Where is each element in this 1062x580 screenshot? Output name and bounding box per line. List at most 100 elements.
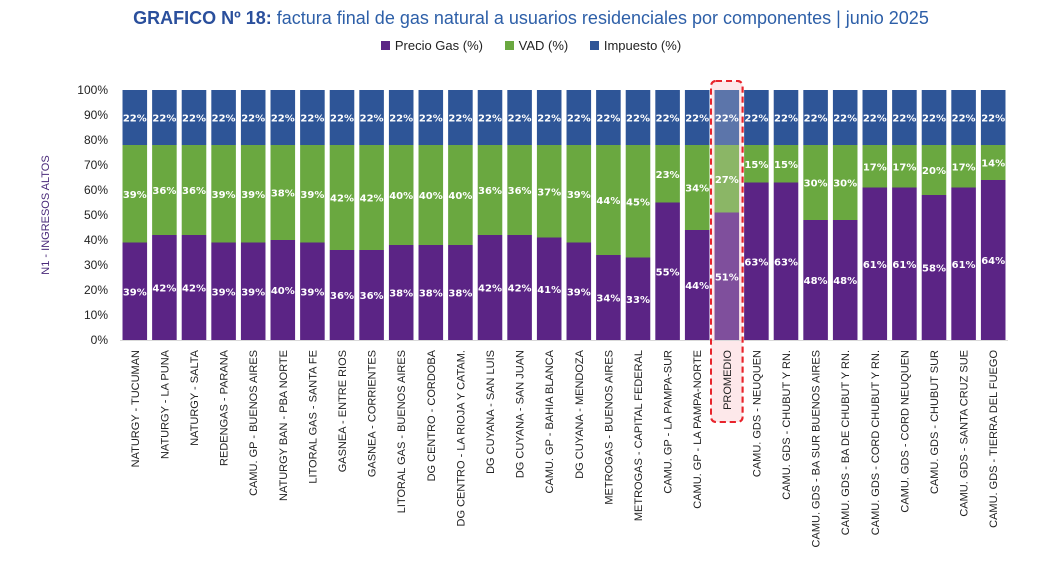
x-tick-label: CAMU. GDS - TIERRA DEL FUEGO [988, 350, 1000, 528]
bar-segment-impuesto-camu-gds-chubut-sur [921, 90, 947, 145]
legend-swatch-impuesto [589, 41, 599, 50]
data-label-vad-metrogas-capital-federal: 45% [626, 197, 650, 208]
bar-segment-precio-gas-camu-gp-la-pampa-norte [684, 230, 710, 340]
bar-segment-impuesto-camu-gp-la-pampa-sur [655, 90, 680, 145]
bar-segment-vad-naturgy-tucuman [122, 145, 148, 243]
bar-segment-precio-gas-dg-centro-la-rioja-y-catam [448, 245, 473, 340]
bar-segment-vad-naturgy-ban-pba-norte [270, 145, 296, 240]
bar-segment-precio-gas-camu-gp-buenos-aires [240, 242, 266, 340]
data-label-impuesto-naturgy-la-puna: 22% [152, 114, 176, 125]
bar-segment-impuesto-dg-cuyana-san-juan [507, 90, 532, 145]
data-label-impuesto-dg-cuyana-mendoza: 22% [567, 114, 591, 125]
y-tick-label: 90% [84, 108, 108, 122]
x-tick-label: CAMU. GP - BAHIA BLANCA [544, 349, 556, 493]
data-label-impuesto-camu-gds-cord-neuquen: 22% [892, 114, 916, 125]
x-tick-label: NATURGY - TUCUMAN [130, 350, 142, 467]
y-tick-label: 80% [84, 133, 108, 147]
data-label-vad-naturgy-la-puna: 36% [152, 186, 176, 197]
data-label-impuesto-litoral-gas-santa-fe: 22% [300, 114, 324, 125]
bar-segment-vad-camu-gp-bahia-blanca [536, 145, 562, 238]
data-label-impuesto-camu-gp-la-pampa-norte: 22% [685, 114, 709, 125]
bar-segment-impuesto-camu-gp-buenos-aires [240, 90, 266, 145]
data-label-precio-gas-naturgy-salta: 42% [182, 284, 206, 295]
x-tick-label: DG CUYANA - MENDOZA [574, 349, 586, 478]
data-label-impuesto-camu-gds-santa-cruz-sue: 22% [952, 114, 976, 125]
data-label-impuesto-litoral-gas-buenos-aires: 22% [389, 114, 413, 125]
bar-segment-impuesto-gasnea-corrientes [359, 90, 384, 145]
bar-segment-precio-gas-camu-gds-cord-chubut-y-rn [862, 187, 888, 340]
data-label-precio-gas-camu-gp-bahia-blanca: 41% [537, 285, 561, 296]
data-label-precio-gas-dg-cuyana-san-juan: 42% [508, 284, 532, 295]
bar-segment-precio-gas-promedio [714, 212, 740, 340]
data-label-impuesto-camu-gds-chubut-y-rn: 22% [774, 114, 798, 125]
data-label-vad-camu-gds-chubut-sur: 20% [922, 166, 946, 177]
data-label-vad-camu-gds-ba-de-chubut-y-rn: 30% [833, 179, 857, 190]
data-label-impuesto-dg-cuyana-san-juan: 22% [508, 114, 532, 125]
y-axis: 0% 10% 20% 30% 40% 50% 60% 70% 80% 90% 100% [77, 83, 1008, 347]
bar-segment-impuesto-dg-centro-cordoba [418, 90, 444, 145]
legend-item-impuesto: Impuesto (%) [589, 38, 681, 53]
data-label-impuesto-metrogas-capital-federal: 22% [626, 114, 650, 125]
data-label-impuesto-naturgy-salta: 22% [182, 114, 206, 125]
data-label-vad-camu-gds-cord-neuquen: 17% [892, 162, 916, 173]
bar-segment-vad-redengas-parana [211, 145, 236, 243]
bar-segment-vad-camu-gds-santa-cruz-sue [951, 145, 976, 188]
data-label-vad-camu-gds-chubut-y-rn: 15% [774, 160, 798, 171]
data-label-impuesto-promedio: 22% [715, 114, 739, 125]
data-label-precio-gas-promedio: 51% [715, 272, 739, 283]
bar-segment-precio-gas-naturgy-ban-pba-norte [270, 240, 296, 340]
bar-segment-impuesto-camu-gds-tierra-del-fuego [980, 90, 1006, 145]
bar-segment-precio-gas-camu-gds-tierra-del-fuego [980, 180, 1006, 340]
data-label-vad-metrogas-buenos-aires: 44% [596, 196, 620, 207]
data-label-precio-gas-naturgy-tucuman: 39% [123, 287, 147, 298]
x-tick-label: CAMU. GP - LA PAMPA-NORTE [692, 350, 704, 509]
x-tick-label: PROMEDIO [722, 350, 734, 410]
data-label-precio-gas-naturgy-la-puna: 42% [152, 284, 176, 295]
legend-item-vad: VAD (%) [504, 38, 568, 53]
x-tick-label: NATURGY - LA PUNA [159, 349, 171, 459]
data-label-impuesto-gasnea-corrientes: 22% [360, 114, 384, 125]
x-tick-label: LITORAL GAS - BUENOS AIRES [396, 350, 408, 513]
bar-segment-vad-camu-gds-tierra-del-fuego [980, 145, 1006, 180]
bar-segment-vad-camu-gds-cord-neuquen [892, 145, 917, 188]
data-label-precio-gas-metrogas-capital-federal: 33% [626, 295, 650, 306]
bar-segment-impuesto-promedio [714, 90, 740, 145]
x-tick-label: DG CENTRO - LA RIOJA Y CATAM. [455, 350, 467, 526]
data-label-vad-camu-gp-la-pampa-sur: 23% [656, 170, 680, 181]
y-tick-label: 50% [84, 208, 108, 222]
bar-segment-vad-camu-gp-la-pampa-sur [655, 145, 680, 203]
x-tick-label: CAMU. GDS - CORD CHUBUT Y RN. [870, 350, 882, 535]
data-label-precio-gas-gasnea-corrientes: 36% [360, 291, 384, 302]
x-tick-label: CAMU. GDS - CHUBUT Y RN. [781, 350, 793, 500]
x-tick-label: CAMU. GDS - CHUBUT SUR [929, 350, 941, 494]
data-label-precio-gas-camu-gds-santa-cruz-sue: 61% [952, 260, 976, 271]
y-axis-title: N1 - INGRESOS ALTOS [40, 155, 52, 274]
bar-segment-impuesto-camu-gds-santa-cruz-sue [951, 90, 976, 145]
data-label-precio-gas-camu-gds-cord-neuquen: 61% [892, 260, 916, 271]
data-label-impuesto-camu-gds-neuquen: 22% [744, 114, 768, 125]
data-label-precio-gas-dg-centro-cordoba: 38% [419, 289, 443, 300]
bar-segment-impuesto-naturgy-salta [181, 90, 207, 145]
legend-item-precio-gas: Precio Gas (%) [380, 38, 483, 53]
data-label-vad-dg-cuyana-san-juan: 36% [508, 186, 532, 197]
bar-segment-precio-gas-naturgy-tucuman [122, 242, 148, 340]
data-label-precio-gas-camu-gds-ba-de-chubut-y-rn: 48% [833, 276, 857, 287]
x-tick-label: REDENGAS - PARANA [219, 349, 231, 466]
data-label-vad-naturgy-ban-pba-norte: 38% [271, 189, 295, 200]
bar-segment-precio-gas-dg-cuyana-mendoza [566, 242, 592, 340]
bar-segment-vad-metrogas-buenos-aires [596, 145, 621, 255]
data-label-vad-camu-gp-la-pampa-norte: 34% [685, 184, 709, 195]
legend-swatch-precio-gas [380, 41, 390, 50]
bar-segment-vad-dg-cuyana-mendoza [566, 145, 592, 243]
legend-label-precio-gas: Precio Gas (%) [394, 38, 483, 53]
y-tick-label: 30% [84, 258, 108, 272]
bar-segment-precio-gas-metrogas-capital-federal [625, 257, 651, 340]
bar-segment-precio-gas-naturgy-la-puna [152, 235, 177, 340]
data-label-precio-gas-camu-gp-buenos-aires: 39% [241, 287, 265, 298]
data-label-vad-dg-centro-cordoba: 40% [419, 191, 443, 202]
bar-segment-precio-gas-camu-gds-ba-de-chubut-y-rn [832, 220, 858, 340]
data-label-vad-camu-gds-cord-chubut-y-rn: 17% [863, 162, 887, 173]
data-label-vad-camu-gds-santa-cruz-sue: 17% [952, 162, 976, 173]
bar-segment-vad-camu-gds-chubut-sur [921, 145, 947, 195]
